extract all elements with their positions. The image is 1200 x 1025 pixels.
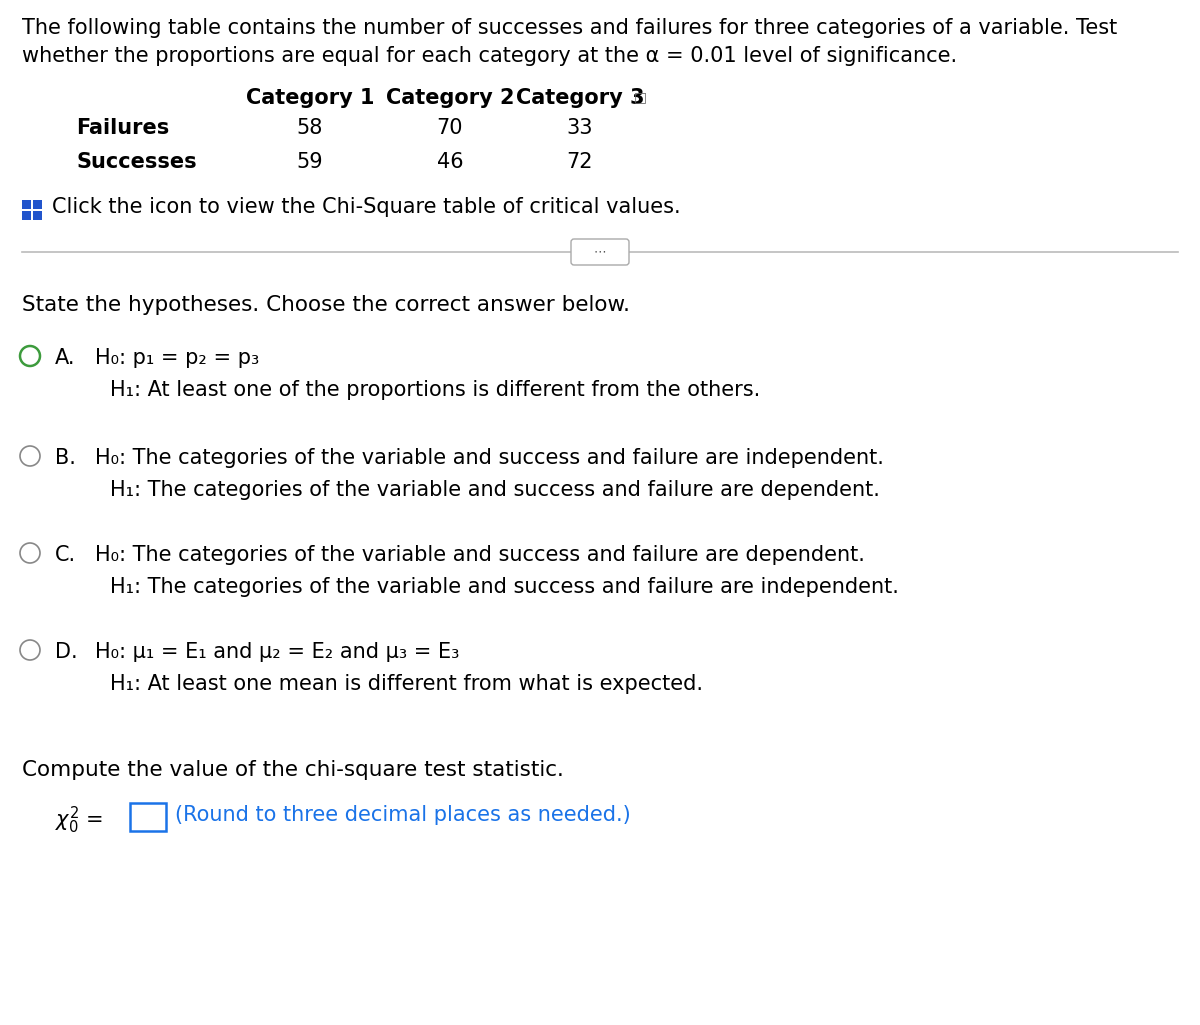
Text: ⋯: ⋯ [594, 246, 606, 258]
Bar [130, 803, 166, 831]
Text: Category 2: Category 2 [385, 88, 515, 108]
Text: Click the icon to view the Chi-Square table of critical values.: Click the icon to view the Chi-Square ta… [52, 197, 680, 217]
Text: H₁: The categories of the variable and success and failure are dependent.: H₁: The categories of the variable and s… [110, 480, 880, 500]
Text: $\chi^2_0$ =: $\chi^2_0$ = [55, 805, 103, 836]
Circle shape [20, 346, 40, 366]
Text: 46: 46 [437, 152, 463, 172]
Text: Category 3: Category 3 [516, 88, 644, 108]
Text: H₀: The categories of the variable and success and failure are dependent.: H₀: The categories of the variable and s… [95, 545, 865, 565]
Text: H₀: p₁ = p₂ = p₃: H₀: p₁ = p₂ = p₃ [95, 348, 259, 368]
Text: H₁: At least one mean is different from what is expected.: H₁: At least one mean is different from … [110, 674, 703, 694]
Text: B.: B. [55, 448, 76, 468]
Text: 59: 59 [296, 152, 323, 172]
Circle shape [20, 446, 40, 466]
Text: A.: A. [55, 348, 76, 368]
Text: whether the proportions are equal for each category at the α = 0.01 level of sig: whether the proportions are equal for ea… [22, 46, 958, 66]
Text: 70: 70 [437, 118, 463, 138]
Text: ✓: ✓ [24, 350, 36, 365]
Text: Failures: Failures [76, 118, 169, 138]
Text: Successes: Successes [76, 152, 197, 172]
Circle shape [20, 640, 40, 660]
Text: H₁: The categories of the variable and success and failure are independent.: H₁: The categories of the variable and s… [110, 577, 899, 597]
Text: (Round to three decimal places as needed.): (Round to three decimal places as needed… [175, 805, 631, 825]
Text: 33: 33 [566, 118, 593, 138]
Text: State the hypotheses. Choose the correct answer below.: State the hypotheses. Choose the correct… [22, 295, 630, 315]
FancyBboxPatch shape [571, 239, 629, 265]
Text: H₀: The categories of the variable and success and failure are independent.: H₀: The categories of the variable and s… [95, 448, 884, 468]
Text: H₁: At least one of the proportions is different from the others.: H₁: At least one of the proportions is d… [110, 380, 761, 400]
Text: H₀: μ₁ = E₁ and μ₂ = E₂ and μ₃ = E₃: H₀: μ₁ = E₁ and μ₂ = E₂ and μ₃ = E₃ [95, 642, 460, 662]
Circle shape [20, 543, 40, 563]
Text: Category 1: Category 1 [246, 88, 374, 108]
Text: □: □ [634, 90, 647, 104]
Bar [22, 211, 31, 220]
Text: Compute the value of the chi-square test statistic.: Compute the value of the chi-square test… [22, 760, 564, 780]
Text: C.: C. [55, 545, 76, 565]
Bar [34, 211, 42, 220]
Bar [34, 200, 42, 209]
Text: 72: 72 [566, 152, 593, 172]
Text: The following table contains the number of successes and failures for three cate: The following table contains the number … [22, 18, 1117, 38]
Text: D.: D. [55, 642, 78, 662]
Text: 58: 58 [296, 118, 323, 138]
Bar [22, 200, 31, 209]
